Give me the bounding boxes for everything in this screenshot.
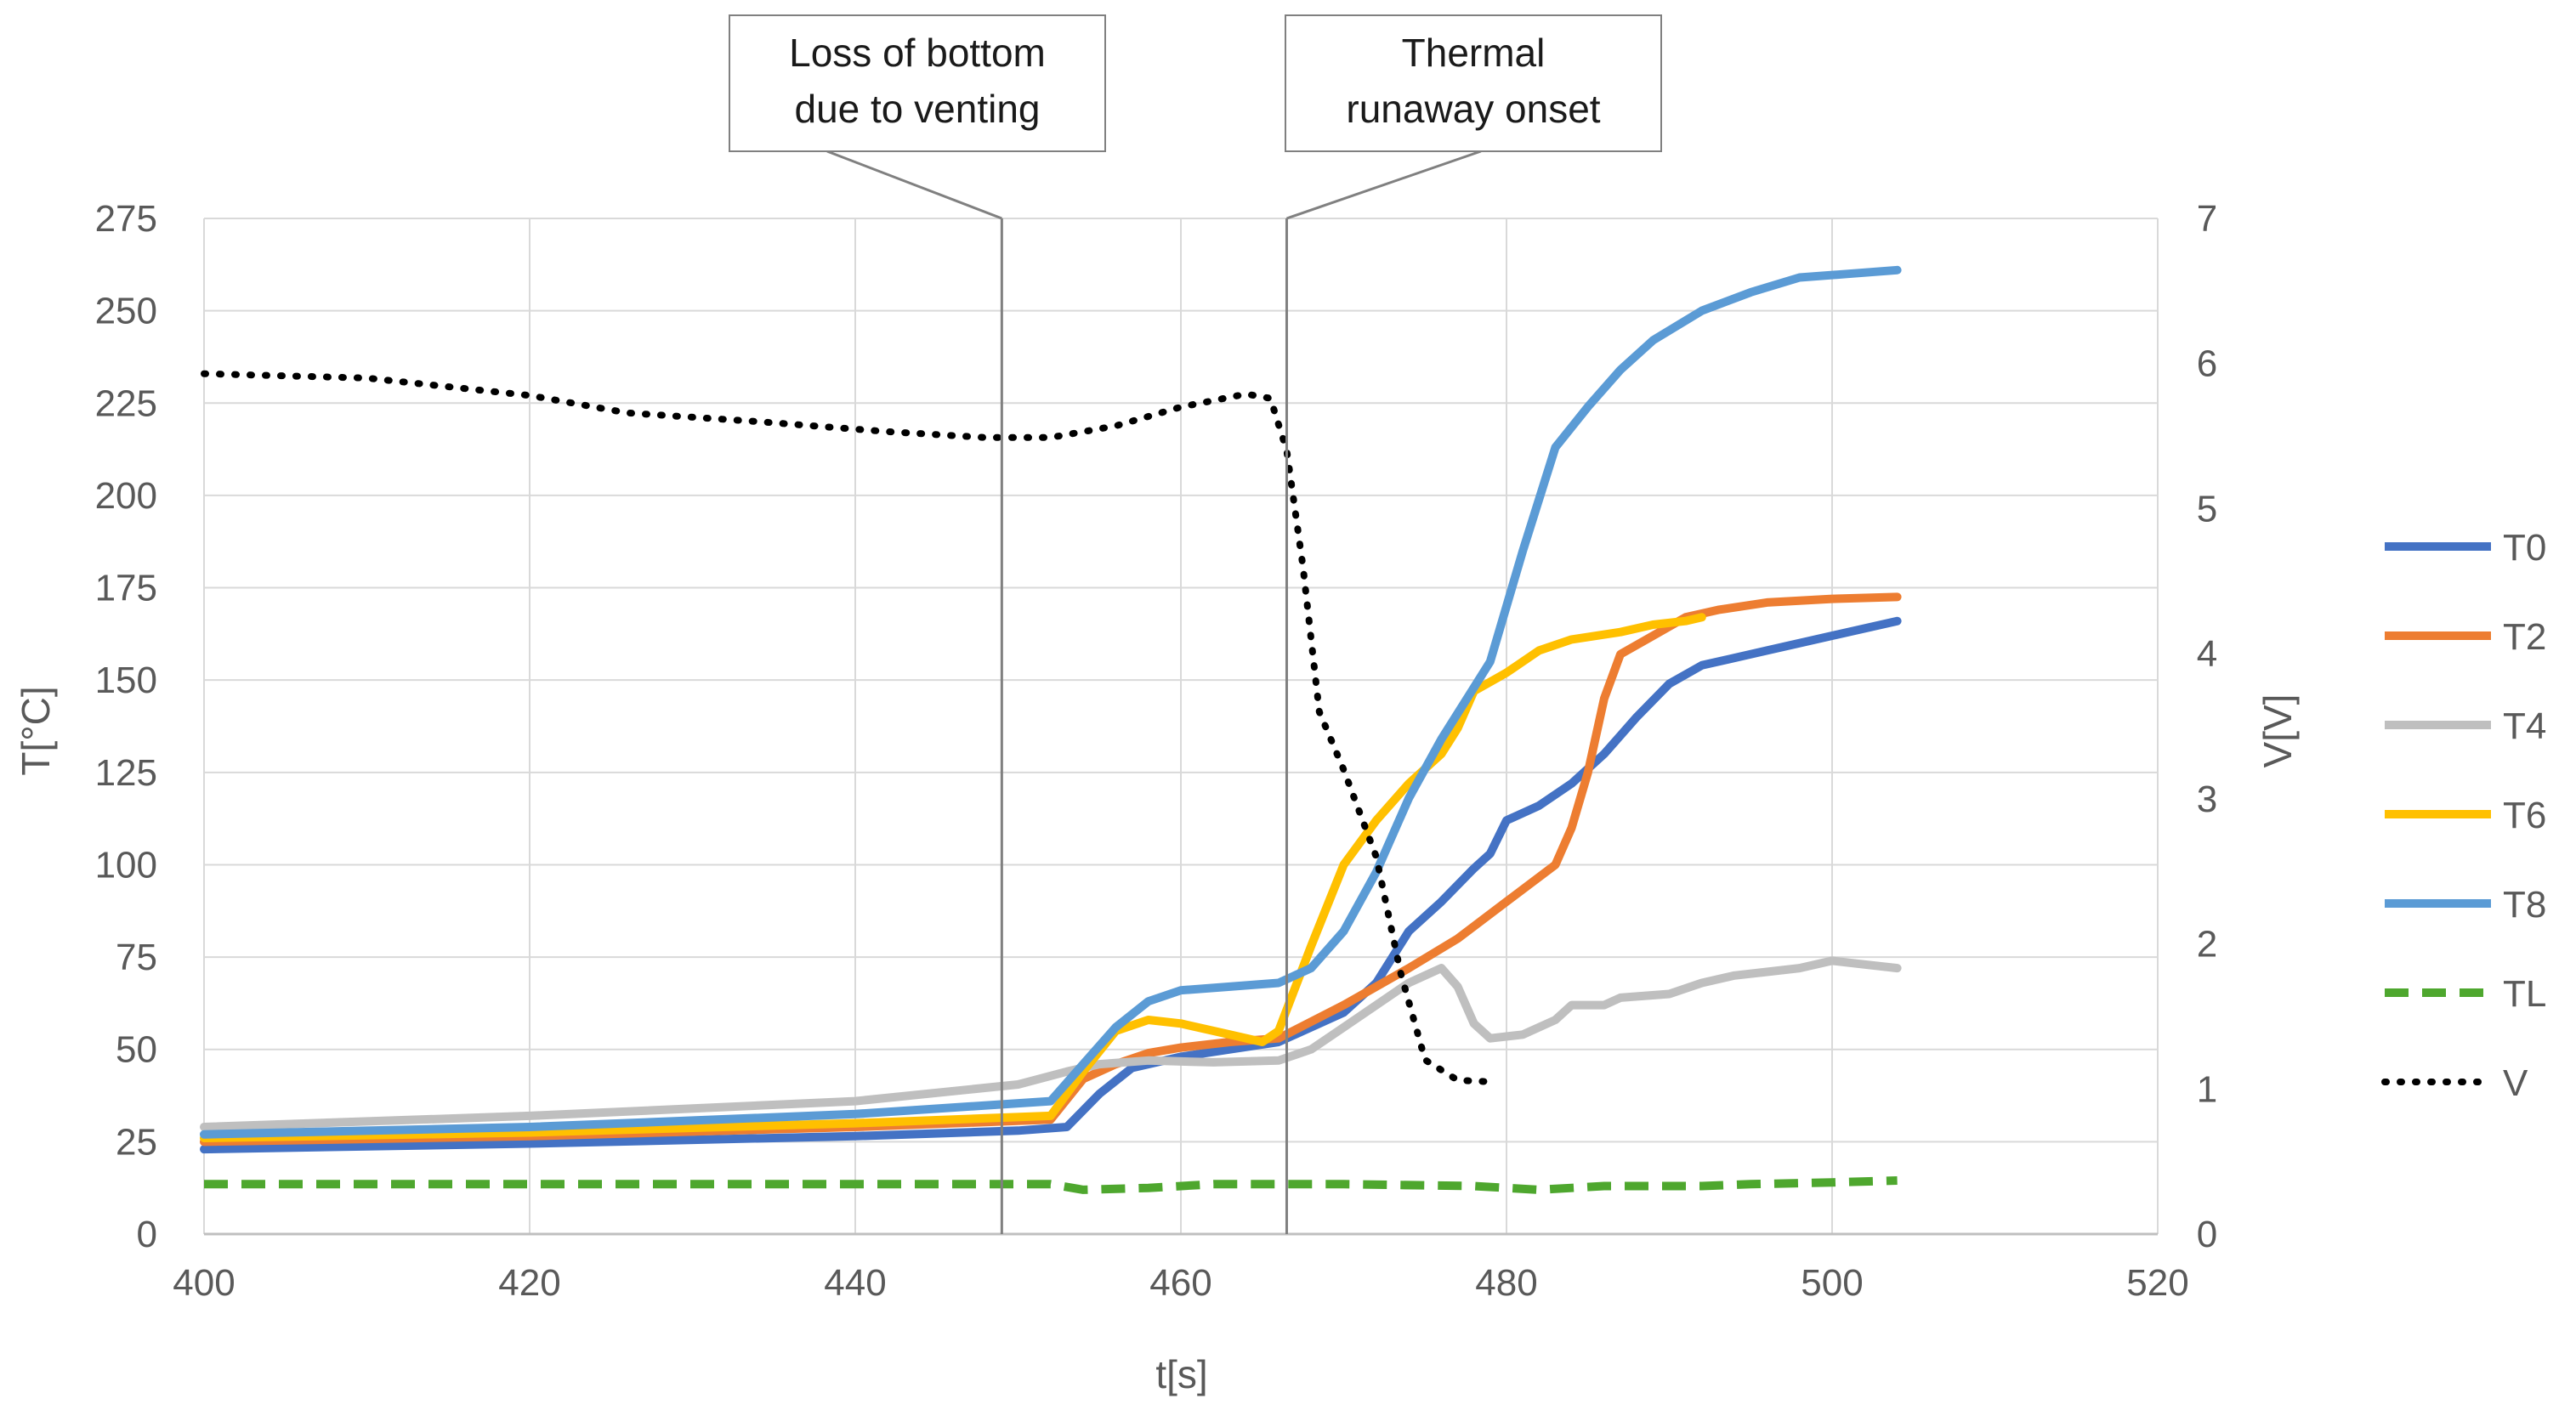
series-line-T0 (200, 616, 1902, 1154)
legend-item-T6: T6 (2385, 795, 2546, 836)
legend-label: TL (2503, 973, 2546, 1015)
annotation-box (1285, 14, 1662, 152)
series-line-T2 (200, 592, 1902, 1147)
y-tick-label: 250 (95, 291, 157, 332)
y2-tick-label: 2 (2197, 924, 2217, 965)
y-tick-label: 275 (95, 198, 157, 240)
annotations: Loss of bottom due to venting Thermal runaw… (729, 14, 1662, 1234)
legend-item-T2: T2 (2385, 616, 2546, 658)
legend-label: T8 (2503, 884, 2546, 926)
legend-item-T4: T4 (2385, 705, 2546, 747)
y-axis-right: 0 1 2 3 4 5 6 7 (2197, 198, 2217, 1255)
series-line-T6 (200, 613, 1706, 1142)
y-tick-label: 25 (116, 1121, 157, 1163)
y-axis-title: T[°C] (14, 686, 58, 775)
y-tick-label: 0 (137, 1214, 157, 1255)
y2-axis-title: V[V] (2255, 694, 2300, 768)
series-group (200, 265, 1902, 1194)
series-line-TL (204, 1176, 1898, 1194)
legend: T0 T2 T4 T6 T8 TL V (2381, 527, 2546, 1104)
y-tick-label: 50 (116, 1029, 157, 1071)
x-axis-title: t[s] (1155, 1352, 1207, 1396)
annotation-label: Thermal (1402, 31, 1546, 75)
annotation-label: Loss of bottom (789, 31, 1046, 75)
annotation: Loss of bottom due to venting (729, 14, 1106, 1234)
legend-label: T4 (2503, 705, 2546, 747)
x-tick-label: 500 (1801, 1262, 1863, 1304)
y-tick-label: 125 (95, 752, 157, 794)
y-tick-label: 175 (95, 568, 157, 609)
grid (203, 218, 2159, 1235)
y-tick-label: 225 (95, 382, 157, 424)
y2-tick-label: 0 (2197, 1214, 2217, 1255)
y-tick-label: 100 (95, 844, 157, 886)
y-tick-label: 75 (116, 937, 157, 978)
annotation-box (729, 14, 1106, 152)
annotation-leader (826, 150, 1002, 220)
annotation-label: runaway onset (1346, 87, 1600, 131)
y2-tick-label: 5 (2197, 488, 2217, 529)
annotation-leader (1285, 150, 1482, 220)
x-tick-label: 440 (824, 1262, 886, 1304)
x-tick-label: 400 (173, 1262, 235, 1304)
x-tick-label: 420 (498, 1262, 560, 1304)
y2-tick-label: 3 (2197, 779, 2217, 820)
y2-tick-label: 6 (2197, 343, 2217, 385)
x-tick-label: 480 (1475, 1262, 1537, 1304)
y2-tick-label: 7 (2197, 198, 2217, 240)
legend-item-T8: T8 (2385, 884, 2546, 926)
series-line-T4 (200, 956, 1902, 1131)
legend-item-T0: T0 (2385, 527, 2546, 569)
legend-label: T6 (2503, 795, 2546, 836)
legend-item-V: V (2381, 1062, 2528, 1104)
legend-item-TL: TL (2385, 973, 2546, 1015)
annotation: Thermal runaway onset (1285, 14, 1662, 1234)
y-tick-label: 150 (95, 660, 157, 701)
legend-label: T0 (2503, 527, 2546, 569)
x-tick-label: 460 (1149, 1262, 1211, 1304)
x-axis: 400 420 440 460 480 500 520 (173, 1262, 2188, 1304)
legend-label: T2 (2503, 616, 2546, 658)
legend-label: V (2503, 1062, 2528, 1104)
annotation-label: due to venting (794, 87, 1040, 131)
series-line-T8 (200, 265, 1902, 1139)
y2-tick-label: 4 (2197, 633, 2217, 675)
x-tick-label: 520 (2126, 1262, 2188, 1304)
y-axis-left: 0 25 50 75 100 125 150 175 200 225 250 275 (95, 198, 157, 1255)
y-tick-label: 200 (95, 475, 157, 517)
y2-tick-label: 1 (2197, 1068, 2217, 1110)
